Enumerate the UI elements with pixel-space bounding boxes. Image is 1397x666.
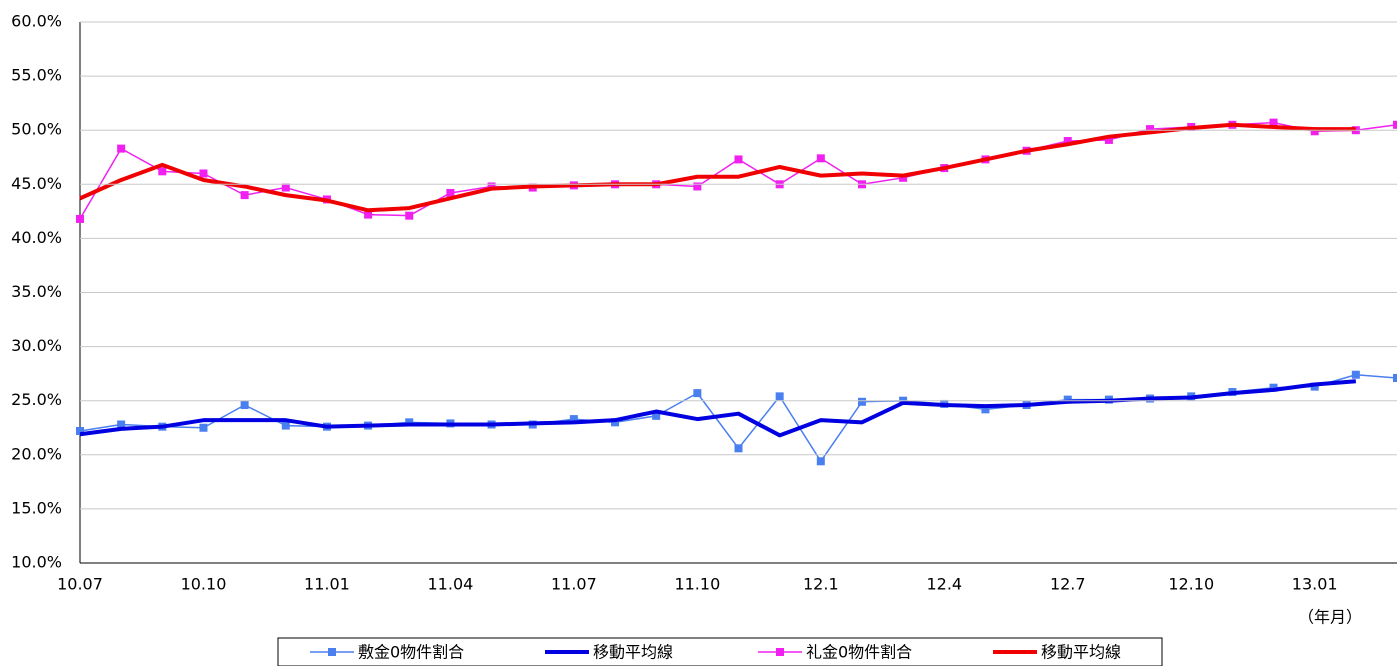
series-line xyxy=(79,379,1356,438)
point-marker xyxy=(117,420,126,429)
point-marker xyxy=(76,426,84,435)
y-tick-label: 25.0% xyxy=(11,390,62,409)
x-tick-label: 10.10 xyxy=(181,575,227,594)
y-tick-label: 60.0% xyxy=(11,12,62,31)
x-tick-label: 11.07 xyxy=(551,575,597,594)
point-marker xyxy=(693,389,702,398)
y-tick-label: 20.0% xyxy=(11,444,62,463)
point-marker xyxy=(693,182,702,191)
point-marker xyxy=(117,144,126,153)
y-tick-label: 50.0% xyxy=(11,120,62,139)
y-tick-label: 40.0% xyxy=(11,228,62,247)
point-marker xyxy=(76,214,84,223)
point-marker xyxy=(1063,137,1072,146)
point-marker xyxy=(199,169,208,178)
point-marker xyxy=(446,188,455,197)
y-tick-label: 45.0% xyxy=(11,174,62,193)
series-line xyxy=(79,121,1397,220)
x-tick-label: 13.01 xyxy=(1292,575,1338,594)
point-marker xyxy=(240,191,249,200)
point-marker xyxy=(1310,382,1319,391)
y-tick-label: 15.0% xyxy=(11,498,62,517)
legend-label: 移動平均線 xyxy=(1041,643,1121,662)
point-marker xyxy=(487,182,496,191)
point-marker xyxy=(1146,125,1155,134)
point-marker xyxy=(1310,127,1319,136)
legend-label: 敷金0物件割合 xyxy=(358,643,464,662)
y-tick-label: 55.0% xyxy=(11,66,62,85)
x-tick-label: 11.01 xyxy=(304,575,350,594)
point-marker xyxy=(199,423,208,432)
point-marker xyxy=(1063,395,1072,404)
x-tick-label: 10.07 xyxy=(57,575,103,594)
legend-marker xyxy=(328,648,336,656)
point-marker xyxy=(734,444,743,453)
point-marker xyxy=(158,167,167,176)
x-tick-label: 12.1 xyxy=(803,575,839,594)
point-marker xyxy=(816,154,825,163)
x-tick-label: 11.10 xyxy=(674,575,720,594)
x-tick-label: 12.10 xyxy=(1168,575,1214,594)
legend-label: 移動平均線 xyxy=(593,643,673,662)
x-tick-label: 12.4 xyxy=(926,575,962,594)
x-unit-label: （年月） xyxy=(1298,608,1362,627)
point-marker xyxy=(1269,383,1278,392)
point-marker xyxy=(281,183,290,192)
legend-marker xyxy=(776,648,784,656)
point-marker xyxy=(1269,118,1278,127)
y-tick-label: 30.0% xyxy=(11,336,62,355)
point-marker xyxy=(405,418,414,427)
point-marker xyxy=(1393,373,1397,382)
point-marker xyxy=(364,210,373,219)
x-tick-label: 11.04 xyxy=(428,575,474,594)
point-marker xyxy=(652,411,661,420)
point-marker xyxy=(981,405,990,414)
point-marker xyxy=(281,421,290,430)
point-marker xyxy=(569,415,578,424)
series-line xyxy=(79,122,1356,213)
point-marker xyxy=(405,211,414,220)
x-tick-label: 12.7 xyxy=(1050,575,1086,594)
point-marker xyxy=(240,401,249,410)
point-marker xyxy=(857,397,866,406)
point-marker xyxy=(1393,120,1397,129)
point-marker xyxy=(1104,135,1113,144)
y-tick-label: 35.0% xyxy=(11,282,62,301)
point-marker xyxy=(1351,370,1360,379)
point-marker xyxy=(734,155,743,164)
point-marker xyxy=(899,173,908,182)
point-marker xyxy=(816,457,825,466)
y-tick-label: 10.0% xyxy=(11,553,62,572)
legend-label: 礼金0物件割合 xyxy=(806,643,912,662)
point-marker xyxy=(775,392,784,401)
point-marker xyxy=(611,418,620,427)
